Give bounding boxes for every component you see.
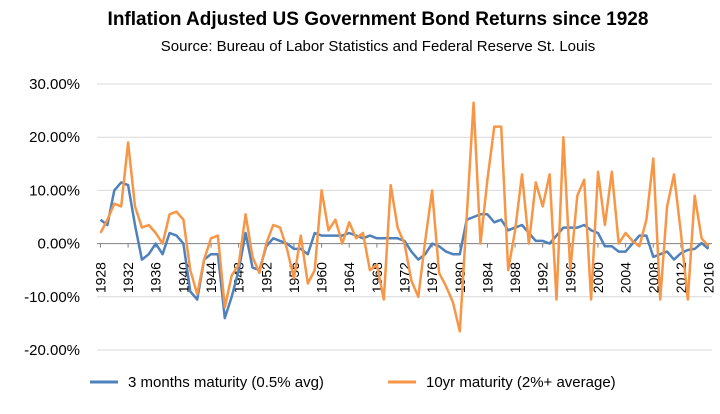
y-tick-label: -20.00% bbox=[24, 342, 80, 359]
gridlines bbox=[97, 83, 712, 351]
chart-subtitle: Source: Bureau of Labor Statistics and F… bbox=[161, 38, 595, 55]
y-tick-label: -10.00% bbox=[24, 289, 80, 306]
x-tick-label: 1976 bbox=[424, 262, 440, 293]
legend-label-series-1: 3 months maturity (0.5% avg) bbox=[128, 374, 324, 391]
x-tick-label: 1996 bbox=[562, 262, 578, 293]
y-tick-label: 20.00% bbox=[29, 129, 80, 146]
series-lines bbox=[99, 101, 710, 333]
y-tick-label: 0.00% bbox=[37, 236, 80, 253]
x-tick-label: 1960 bbox=[314, 262, 330, 293]
x-tick-label: 2000 bbox=[590, 262, 606, 293]
x-tick-label: 1988 bbox=[507, 262, 523, 293]
legend: 3 months maturity (0.5% avg) 10yr maturi… bbox=[90, 374, 616, 391]
x-tick-label: 2008 bbox=[645, 262, 661, 293]
x-tick-label: 1952 bbox=[258, 262, 274, 293]
legend-label-series-2: 10yr maturity (2%+ average) bbox=[426, 374, 616, 391]
x-tick-label: 2004 bbox=[618, 262, 634, 293]
y-tick-label: 10.00% bbox=[29, 182, 80, 199]
x-tick-label: 1936 bbox=[148, 262, 164, 293]
chart-title: Inflation Adjusted US Government Bond Re… bbox=[108, 9, 649, 30]
x-tick-label: 2016 bbox=[701, 262, 717, 293]
series-line-2 bbox=[99, 101, 710, 333]
y-axis-ticks: 30.00% 20.00% 10.00% 0.00% -10.00% -20.00% bbox=[24, 76, 80, 359]
x-tick-label: 1932 bbox=[120, 262, 136, 293]
x-tick-label: 1992 bbox=[535, 262, 551, 293]
y-tick-label: 30.00% bbox=[29, 76, 80, 93]
x-tick-label: 1964 bbox=[341, 262, 357, 293]
x-tick-label: 1928 bbox=[92, 262, 108, 293]
x-tick-label: 1984 bbox=[479, 262, 495, 293]
x-tick-label: 1944 bbox=[203, 262, 219, 293]
x-axis-ticks: 1928 1932 1936 1940 1944 1948 1952 1956 1960 1964… bbox=[92, 243, 717, 293]
x-tick-label: 1980 bbox=[452, 262, 468, 293]
